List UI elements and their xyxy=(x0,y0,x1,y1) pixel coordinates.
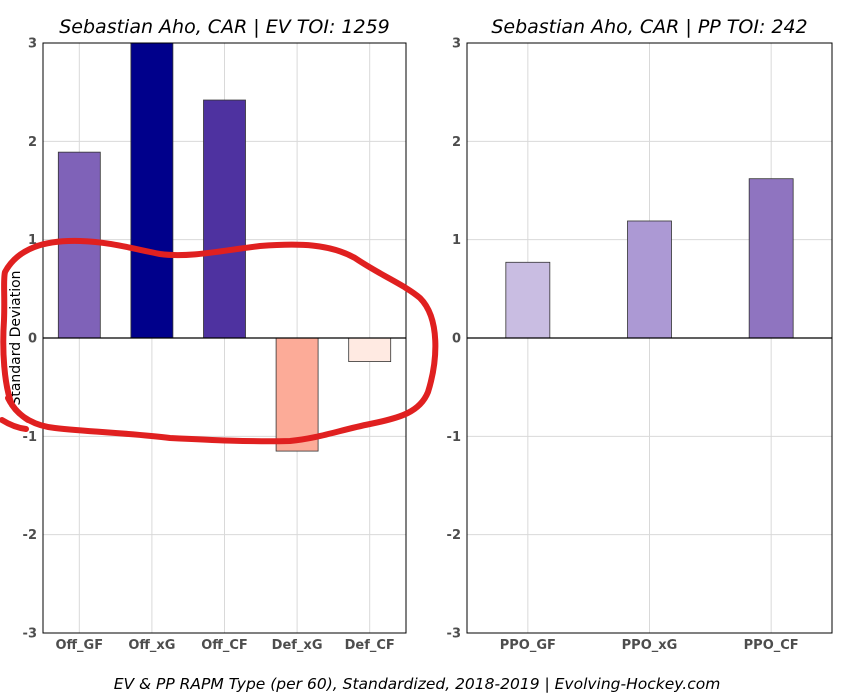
ev-ytick-label: -1 xyxy=(23,430,37,445)
pp-panel-title: Sebastian Aho, CAR | PP TOI: 242 xyxy=(491,16,807,38)
pp-bar-ppo-xg xyxy=(627,220,672,339)
figure-caption: EV & PP RAPM Type (per 60), Standardized… xyxy=(114,675,721,693)
hand-drawn-annotation xyxy=(0,237,439,445)
ev-bar-off-gf xyxy=(57,151,101,339)
ev-bar-off-cf xyxy=(203,99,246,339)
pp-ytick-label: -3 xyxy=(447,627,461,642)
pp-plot-frame xyxy=(466,42,833,634)
ev-ytick-label: 2 xyxy=(28,135,37,150)
pp-ytick-label: 3 xyxy=(452,37,461,52)
ev-ytick-label: 3 xyxy=(28,37,37,52)
ev-xtick-label: Off_xG xyxy=(128,638,175,653)
ev-xtick-label: Off_GF xyxy=(55,638,103,653)
ev-ytick-label: -3 xyxy=(23,627,37,642)
pp-ytick-label: 2 xyxy=(452,135,461,150)
pp-xtick-label: PPO_xG xyxy=(622,638,678,653)
pp-ytick-label: -2 xyxy=(447,528,461,543)
ev-ylabel: Standard Deviation xyxy=(8,270,24,405)
pp-xtick-label: PPO_GF xyxy=(500,638,556,653)
ev-bar-def-cf xyxy=(348,337,392,363)
ev-panel: -3 -2 -1 0 1 2 3 Off_GF Off_xG Off_CF Def_xG Def_CF… xyxy=(8,16,407,653)
ev-ytick-label: 1 xyxy=(28,233,37,248)
ev-bar-off-xg xyxy=(130,42,174,339)
ev-ytick-label: 0 xyxy=(28,332,37,347)
ev-ytick-label: -2 xyxy=(23,528,37,543)
pp-bar-ppo-gf xyxy=(505,261,551,339)
pp-bar-ppo-cf xyxy=(748,178,794,339)
pp-ytick-label: 0 xyxy=(452,332,461,347)
pp-ytick-label: 1 xyxy=(452,233,461,248)
ev-xtick-label: Def_CF xyxy=(345,638,395,653)
ev-xtick-label: Def_xG xyxy=(272,638,323,653)
pp-panel: -3 -2 -1 0 1 2 3 PPO_GF PPO_xG PPO_CF Sebastian Ah… xyxy=(447,16,833,653)
ev-bar-def-xg xyxy=(275,337,319,452)
ev-panel-title: Sebastian Aho, CAR | EV TOI: 1259 xyxy=(59,16,390,38)
pp-xtick-label: PPO_CF xyxy=(744,638,799,653)
pp-ytick-label: -1 xyxy=(447,430,461,445)
ev-xtick-label: Off_CF xyxy=(201,638,248,653)
ev-plot-frame xyxy=(42,42,407,634)
